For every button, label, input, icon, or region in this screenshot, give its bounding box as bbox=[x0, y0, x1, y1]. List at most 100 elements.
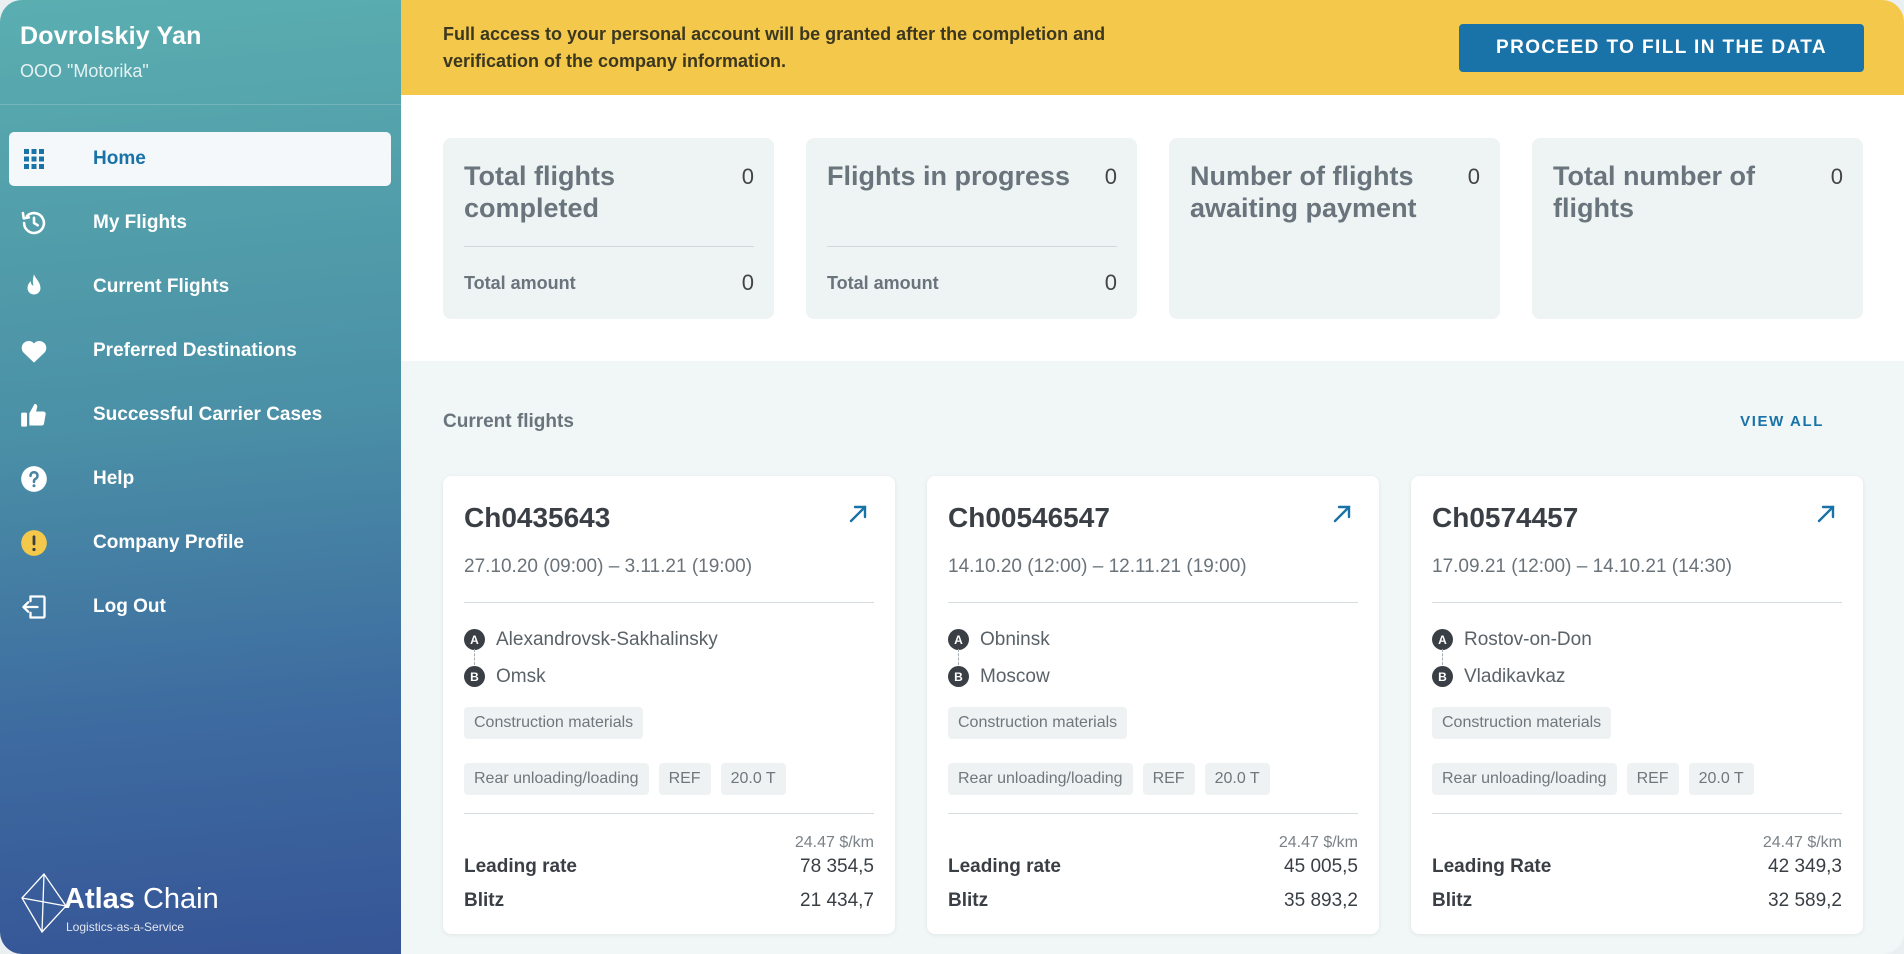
user-name: Dovrolskiy Yan bbox=[20, 22, 202, 50]
stats-section: Total flights completed 0 Total amount 0… bbox=[401, 95, 1904, 361]
flight-card[interactable]: Ch0435643 27.10.20 (09:00) – 3.11.21 (19… bbox=[443, 476, 895, 934]
point-b-marker: B bbox=[464, 666, 485, 687]
leading-rate-label: Leading Rate bbox=[1432, 856, 1552, 877]
flame-icon bbox=[19, 272, 49, 302]
origin-city: Alexandrovsk-Sakhalinsky bbox=[496, 628, 718, 650]
user-block: Dovrolskiy Yan OOO "Motorika" bbox=[0, 0, 401, 105]
trailer-tag: REF bbox=[1626, 763, 1679, 795]
open-arrow-icon[interactable] bbox=[1331, 503, 1353, 525]
blitz-label: Blitz bbox=[948, 889, 989, 911]
logo-title: Atlas Chain bbox=[64, 883, 219, 916]
stat-title: Total flights completed bbox=[464, 161, 615, 223]
sidebar-item-label: Current Flights bbox=[93, 276, 230, 297]
section-title: Current flights bbox=[443, 410, 574, 432]
current-flights-section: Current flights VIEW ALL Ch0435643 27.10… bbox=[401, 361, 1904, 954]
stat-card-total-number: Total number of flights 0 bbox=[1532, 138, 1863, 319]
stat-value: 0 bbox=[1830, 164, 1843, 189]
flight-card[interactable]: Ch0574457 17.09.21 (12:00) – 14.10.21 (1… bbox=[1411, 476, 1863, 934]
sidebar-item-label: Successful Carrier Cases bbox=[93, 404, 323, 425]
sidebar-item-carrier-cases[interactable]: Successful Carrier Cases bbox=[9, 388, 391, 442]
sidebar-item-label: My Flights bbox=[93, 212, 187, 233]
flight-dates: 27.10.20 (09:00) – 3.11.21 (19:00) bbox=[464, 556, 753, 577]
view-all-link[interactable]: VIEW ALL bbox=[1740, 413, 1824, 430]
rate-per-km: 24.47 $/km bbox=[1762, 834, 1842, 851]
stat-value: 0 bbox=[741, 164, 754, 189]
cargo-tag: Construction materials bbox=[464, 707, 644, 739]
flight-tags: Construction materials Rear unloading/lo… bbox=[948, 707, 1328, 795]
point-a-marker: A bbox=[948, 629, 969, 650]
route-connector bbox=[1442, 649, 1443, 665]
thumbs-up-icon bbox=[19, 400, 49, 430]
stat-card-in-progress: Flights in progress 0 Total amount 0 bbox=[806, 138, 1137, 319]
point-b-marker: B bbox=[1432, 666, 1453, 687]
route: A Obninsk B Moscow bbox=[948, 621, 1358, 695]
stat-divider bbox=[827, 246, 1117, 247]
atlas-chain-logo: Atlas Chain Logistics-as-a-Service bbox=[18, 872, 219, 934]
stat-value: 0 bbox=[1467, 164, 1480, 189]
flight-card[interactable]: Ch00546547 14.10.20 (12:00) – 12.11.21 (… bbox=[927, 476, 1379, 934]
loading-tag: Rear unloading/loading bbox=[464, 763, 649, 795]
cargo-tag: Construction materials bbox=[948, 707, 1128, 739]
leading-rate-value: 42 349,3 bbox=[1768, 856, 1842, 877]
point-a-marker: A bbox=[1432, 629, 1453, 650]
destination-city: Moscow bbox=[980, 665, 1050, 687]
sidebar-item-label: Home bbox=[93, 148, 146, 169]
leading-rate-value: 45 005,5 bbox=[1284, 856, 1358, 877]
sidebar-item-label: Help bbox=[93, 468, 135, 489]
verification-banner: Full access to your personal account wil… bbox=[401, 0, 1904, 95]
trailer-tag: REF bbox=[1142, 763, 1195, 795]
origin-city: Rostov-on-Don bbox=[1464, 628, 1592, 650]
flight-id: Ch0435643 bbox=[464, 502, 611, 533]
grid-icon bbox=[19, 144, 49, 174]
weight-tag: 20.0 T bbox=[1688, 763, 1754, 795]
stat-foot-value: 0 bbox=[741, 270, 754, 295]
stat-foot-label: Total amount bbox=[827, 272, 939, 293]
warning-icon bbox=[19, 528, 49, 558]
logout-icon bbox=[19, 592, 49, 622]
help-icon bbox=[19, 464, 49, 494]
logo-tagline: Logistics-as-a-Service bbox=[66, 920, 185, 934]
history-icon bbox=[19, 208, 49, 238]
sidebar-item-current-flights[interactable]: Current Flights bbox=[9, 260, 391, 314]
banner-text: Full access to your personal account wil… bbox=[443, 23, 1106, 71]
stat-divider bbox=[464, 246, 754, 247]
sidebar-item-label: Log Out bbox=[93, 596, 166, 617]
route: A Alexandrovsk-Sakhalinsky B Omsk bbox=[464, 621, 874, 695]
sidebar-item-preferred-destinations[interactable]: Preferred Destinations bbox=[9, 324, 391, 378]
sidebar-item-label: Company Profile bbox=[93, 532, 244, 553]
open-arrow-icon[interactable] bbox=[1815, 503, 1837, 525]
weight-tag: 20.0 T bbox=[1204, 763, 1270, 795]
destination-city: Vladikavkaz bbox=[1464, 665, 1566, 687]
logo-text: Atlas Chain Logistics-as-a-Service bbox=[64, 883, 219, 934]
blitz-value: 35 893,2 bbox=[1284, 889, 1358, 911]
route: A Rostov-on-Don B Vladikavkaz bbox=[1432, 621, 1842, 695]
sidebar-nav: Home My Flights Current Flights bbox=[0, 105, 401, 634]
card-divider bbox=[1432, 813, 1842, 814]
leading-rate-label: Leading rate bbox=[948, 856, 1061, 877]
point-b-marker: B bbox=[948, 666, 969, 687]
sidebar-item-home[interactable]: Home bbox=[9, 132, 391, 186]
stat-card-total-completed: Total flights completed 0 Total amount 0 bbox=[443, 138, 774, 319]
leading-rate-label: Leading rate bbox=[464, 856, 577, 877]
user-company: OOO "Motorika" bbox=[20, 61, 149, 81]
blitz-label: Blitz bbox=[464, 889, 505, 911]
stat-title: Total number of flights bbox=[1553, 161, 1755, 223]
card-divider bbox=[1432, 602, 1842, 603]
open-arrow-icon[interactable] bbox=[847, 503, 869, 525]
flight-tags: Construction materials Rear unloading/lo… bbox=[1432, 707, 1812, 795]
proceed-fill-data-button[interactable]: PROCEED TO FILL IN THE DATA bbox=[1459, 23, 1864, 72]
trailer-tag: REF bbox=[658, 763, 711, 795]
stat-foot-label: Total amount bbox=[464, 272, 576, 293]
flight-id: Ch0574457 bbox=[1432, 502, 1579, 533]
destination-city: Omsk bbox=[496, 665, 546, 687]
sidebar-item-help[interactable]: Help bbox=[9, 452, 391, 506]
blitz-value: 21 434,7 bbox=[800, 889, 874, 911]
stat-title: Flights in progress bbox=[827, 161, 1071, 191]
sidebar-item-log-out[interactable]: Log Out bbox=[9, 580, 391, 634]
sidebar-item-my-flights[interactable]: My Flights bbox=[9, 196, 391, 250]
logo-name: Chain bbox=[142, 883, 219, 915]
logo-mark-icon bbox=[21, 872, 67, 934]
blitz-value: 32 589,2 bbox=[1768, 889, 1842, 911]
flight-dates: 17.09.21 (12:00) – 14.10.21 (14:30) bbox=[1432, 556, 1733, 577]
sidebar-item-company-profile[interactable]: Company Profile bbox=[9, 516, 391, 570]
